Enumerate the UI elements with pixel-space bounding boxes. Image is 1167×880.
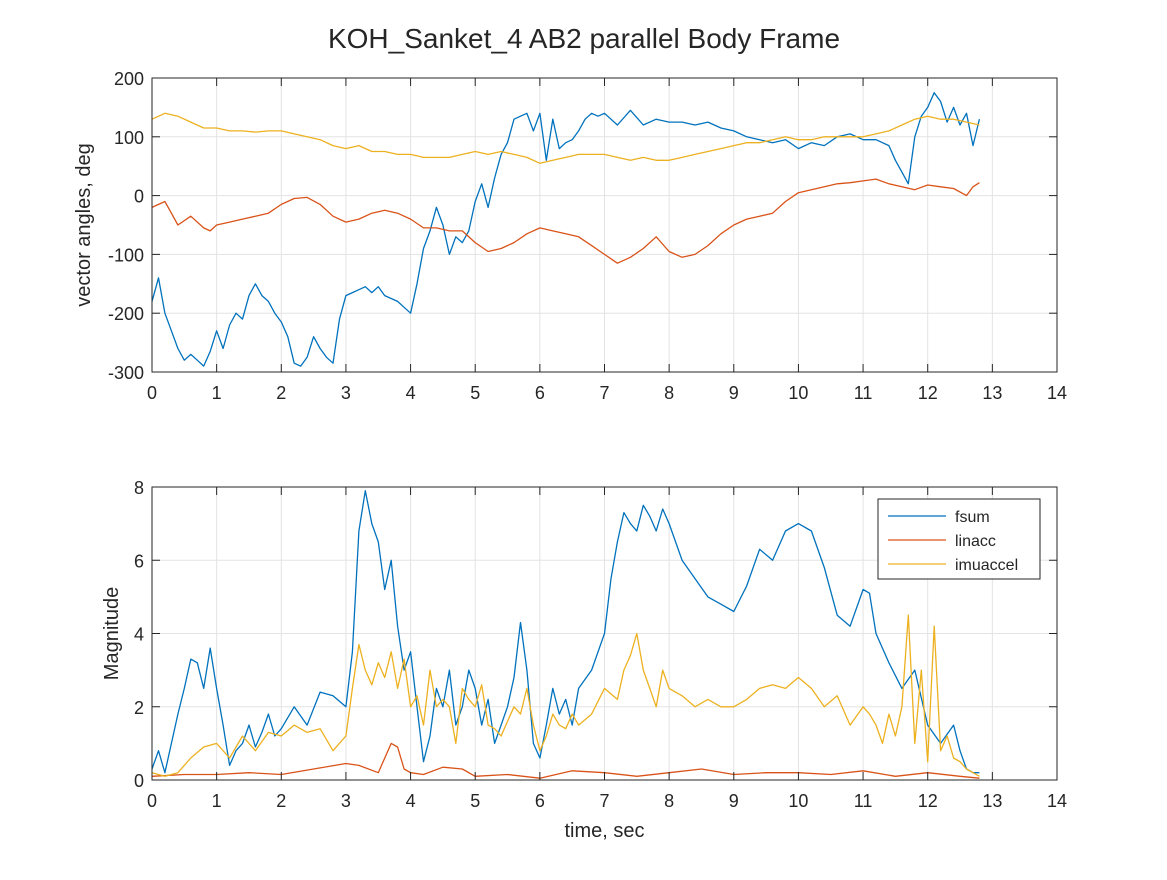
x-tick-label: 13 xyxy=(982,383,1002,403)
y-tick-label: -200 xyxy=(108,304,144,324)
x-tick-label: 10 xyxy=(788,383,808,403)
y-axis-label: vector angles, deg xyxy=(73,143,95,306)
x-tick-label: 5 xyxy=(470,791,480,811)
x-tick-label: 12 xyxy=(918,383,938,403)
x-tick-label: 7 xyxy=(599,791,609,811)
x-tick-label: 1 xyxy=(212,383,222,403)
y-tick-label: 6 xyxy=(134,551,144,571)
figure-title: KOH_Sanket_4 AB2 parallel Body Frame xyxy=(328,23,840,54)
series-line-fsum xyxy=(151,92,981,367)
y-tick-label: 100 xyxy=(114,128,144,148)
series-line-linacc xyxy=(151,178,980,264)
y-tick-label: -300 xyxy=(108,363,144,383)
x-tick-label: 11 xyxy=(854,383,873,403)
x-tick-label: 8 xyxy=(664,791,674,811)
x-tick-label: 3 xyxy=(341,791,351,811)
x-tick-label: 4 xyxy=(406,791,416,811)
x-tick-label: 0 xyxy=(147,383,157,403)
y-tick-label: -100 xyxy=(108,245,144,265)
x-tick-label: 2 xyxy=(276,383,286,403)
x-tick-label: 8 xyxy=(664,383,674,403)
x-tick-label: 4 xyxy=(406,383,416,403)
top-axes-vector-angles: 0 1 2 3 4 5 6 7 8 9 10 11 12 13 14-300-200-1000100200v… xyxy=(73,69,1067,403)
x-tick-label: 1 xyxy=(212,791,222,811)
y-tick-label: 4 xyxy=(134,625,144,645)
x-tick-label: 11 xyxy=(854,791,873,811)
x-tick-label: 0 xyxy=(147,791,157,811)
x-tick-label: 14 xyxy=(1047,791,1067,811)
y-tick-label: 2 xyxy=(134,698,144,718)
series-line-imuaccel xyxy=(151,614,980,777)
y-tick-label: 0 xyxy=(134,187,144,207)
x-tick-label: 2 xyxy=(276,791,286,811)
bottom-axes-magnitude: 0 1 2 3 4 5 6 7 8 9 10 11 12 13 1402468Magnitudetime, … xyxy=(101,478,1067,842)
y-tick-label: 8 xyxy=(134,478,144,498)
x-tick-label: 6 xyxy=(535,383,545,403)
legend-label-linacc: linacc xyxy=(955,533,996,550)
y-tick-label: 200 xyxy=(114,69,144,89)
x-tick-label: 12 xyxy=(918,791,938,811)
series-line-imuaccel xyxy=(151,112,980,164)
x-tick-label: 13 xyxy=(982,791,1002,811)
series-line-fsum xyxy=(151,490,980,774)
x-tick-label: 7 xyxy=(599,383,609,403)
legend-box xyxy=(877,498,1041,580)
legend: fsum linacc imuaccel xyxy=(877,498,1041,580)
x-tick-label: 10 xyxy=(788,791,808,811)
x-tick-label: 9 xyxy=(729,383,739,403)
legend-label-imuaccel: imuaccel xyxy=(955,557,1018,574)
x-axis-label: time, sec xyxy=(564,820,644,842)
x-tick-label: 9 xyxy=(729,791,739,811)
x-tick-label: 14 xyxy=(1047,383,1067,403)
x-tick-label: 5 xyxy=(470,383,480,403)
legend-label-fsum: fsum xyxy=(955,509,990,526)
x-tick-label: 3 xyxy=(341,383,351,403)
y-tick-label: 0 xyxy=(134,771,144,791)
y-axis-label: Magnitude xyxy=(101,587,123,680)
x-tick-label: 6 xyxy=(535,791,545,811)
